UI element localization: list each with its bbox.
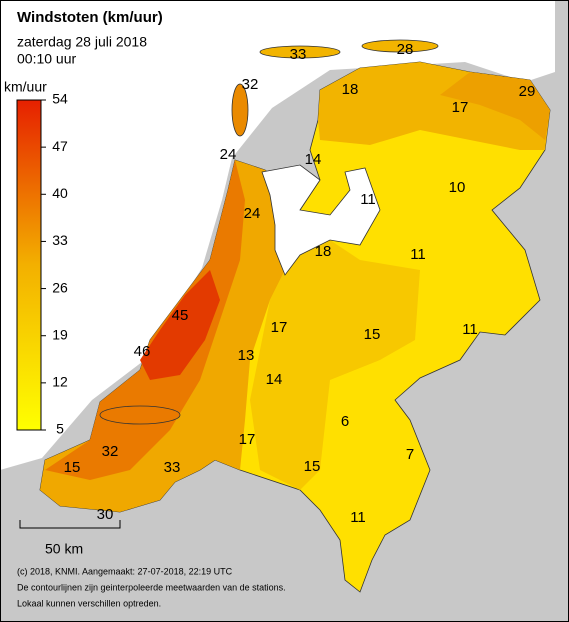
station-value: 28 <box>397 41 414 58</box>
island <box>259 45 341 59</box>
station-value: 18 <box>342 81 359 98</box>
footer-line: (c) 2018, KNMI. Aangemaakt: 27-07-2018, … <box>17 566 233 576</box>
island <box>361 39 439 53</box>
sea <box>0 0 555 470</box>
station-value: 13 <box>238 347 255 364</box>
legend-tick-label: 40 <box>52 185 68 201</box>
legend-title: km/uur <box>4 79 47 95</box>
time: 00:10 uur <box>17 51 76 67</box>
station-value: 33 <box>290 46 307 63</box>
station-value: 32 <box>242 76 259 93</box>
station-value: 18 <box>315 243 332 260</box>
station-value: 11 <box>410 246 426 263</box>
station-value: 46 <box>134 343 151 360</box>
station-value: 11 <box>350 509 366 526</box>
northeast-zone <box>440 72 550 140</box>
station-value: 11 <box>360 191 376 208</box>
station-value: 24 <box>244 205 261 222</box>
legend-tick-label: 12 <box>52 374 68 390</box>
island <box>231 83 249 137</box>
station-value: 15 <box>304 458 321 475</box>
storm-zone <box>140 270 220 380</box>
legend-tick-label: 26 <box>52 279 68 295</box>
station-value: 10 <box>449 179 466 196</box>
station-value: 17 <box>271 319 288 336</box>
footer-line: De contourlijnen zijn geinterpoleerde me… <box>17 582 286 592</box>
station-value: 32 <box>102 443 119 460</box>
central-zone <box>250 215 420 490</box>
legend-tick-label: 33 <box>52 232 68 248</box>
title: Windstoten (km/uur) <box>17 9 163 26</box>
station-value: 33 <box>164 459 181 476</box>
station-value: 15 <box>364 326 381 343</box>
legend-tick-label: 54 <box>52 91 68 107</box>
station-value: 29 <box>519 83 536 100</box>
station-value: 45 <box>172 307 189 324</box>
legend-tick-label: 5 <box>56 421 64 437</box>
station-value: 14 <box>266 371 283 388</box>
color-bar <box>16 99 42 431</box>
station-value: 30 <box>97 506 114 523</box>
ijsselmeer <box>261 164 381 276</box>
station-value: 24 <box>220 146 237 163</box>
station-value: 17 <box>239 431 256 448</box>
legend-tick-label: 47 <box>52 138 68 154</box>
scale-bar <box>19 520 121 529</box>
station-value: 14 <box>305 151 322 168</box>
subtitle: zaterdag 28 juli 2018 <box>17 34 147 50</box>
station-value: 7 <box>406 446 414 463</box>
legend-tick-label: 19 <box>52 326 68 342</box>
legend: km/uur 5 12 19 26 33 40 47 54 <box>4 79 68 437</box>
island <box>99 405 181 425</box>
footer-line: Lokaal kunnen verschillen optreden. <box>17 598 161 608</box>
station-value: 11 <box>462 321 478 338</box>
station-value: 17 <box>452 99 469 116</box>
station-value: 6 <box>341 413 349 430</box>
station-value: 15 <box>64 459 81 476</box>
scale-label: 50 km <box>45 541 83 557</box>
